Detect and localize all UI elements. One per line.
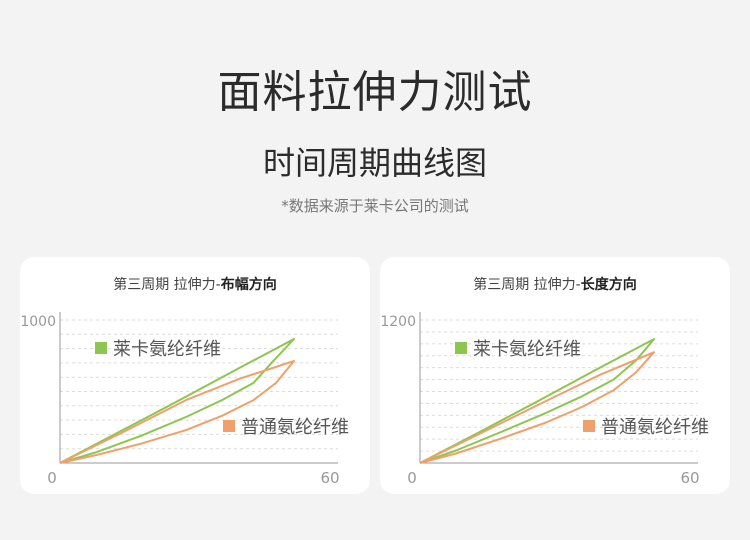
- legend-label: 莱卡氨纶纤维: [473, 339, 581, 360]
- chart-title-prefix: 第三周期 拉伸力-: [473, 277, 581, 293]
- x-tick-label: 60: [680, 469, 699, 487]
- source-note: *数据来源于莱卡公司的测试: [281, 197, 469, 215]
- y-tick-label: 1000: [20, 314, 56, 330]
- legend-swatch: [455, 342, 467, 354]
- page-subtitle: 时间周期曲线图: [262, 144, 487, 182]
- legend-swatch: [223, 420, 235, 432]
- series-line-regular: [59, 360, 295, 464]
- chart-title: 第三周期 拉伸力-布幅方向: [20, 274, 370, 294]
- series-line-lycra: [419, 338, 655, 464]
- series-line-lycra: [59, 338, 295, 464]
- chart-card-width: 第三周期 拉伸力-布幅方向 1000 0 60 莱卡氨纶纤维普通氨纶纤维: [20, 257, 370, 494]
- y-tick-label: 1200: [380, 314, 416, 330]
- x-tick-label: 0: [47, 469, 57, 487]
- legend-swatch: [95, 342, 107, 354]
- x-tick-label: 0: [407, 469, 417, 487]
- page-title: 面料拉伸力测试: [217, 67, 533, 118]
- legend-swatch: [583, 420, 595, 432]
- chart-title: 第三周期 拉伸力-长度方向: [380, 274, 730, 294]
- series-line-regular: [419, 351, 655, 464]
- legend-label: 莱卡氨纶纤维: [113, 339, 221, 360]
- chart-title-bold: 布幅方向: [220, 277, 277, 293]
- legend-label: 普通氨纶纤维: [601, 417, 709, 438]
- legend-label: 普通氨纶纤维: [241, 417, 349, 438]
- chart-title-bold: 长度方向: [580, 277, 637, 293]
- chart-title-prefix: 第三周期 拉伸力-: [113, 277, 221, 293]
- chart-card-length: 第三周期 拉伸力-长度方向 1200 0 60 莱卡氨纶纤维普通氨纶纤维: [380, 257, 730, 494]
- x-tick-label: 60: [320, 469, 339, 487]
